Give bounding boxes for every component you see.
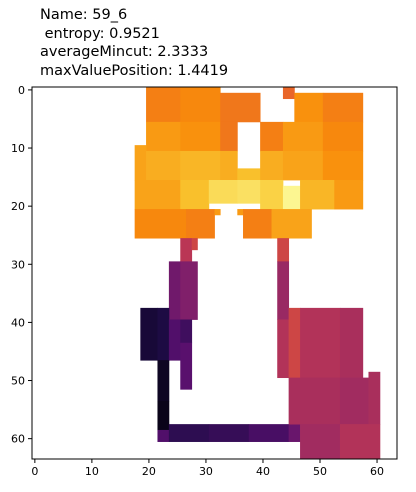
x-tick-label: 60 <box>370 465 384 478</box>
heatmap-cell <box>288 307 301 379</box>
figure-title: Name: 59_6 entropy: 0.9521 averageMincut… <box>40 6 228 80</box>
x-tick-label: 40 <box>256 465 270 478</box>
title-entropy-line: entropy: 0.9521 <box>40 25 160 42</box>
heatmap-cells <box>134 87 381 460</box>
heatmap-cell <box>146 150 181 181</box>
heatmap-cell <box>271 209 312 239</box>
heatmap-cell <box>180 87 221 123</box>
heatmap-cell <box>282 150 324 181</box>
heatmap-cell <box>157 400 170 431</box>
y-tick-label: 0 <box>18 84 25 97</box>
heatmap-cell <box>282 185 301 210</box>
heatmap-cell <box>322 92 364 123</box>
heatmap-cell <box>134 145 147 181</box>
heatmap-cell <box>214 209 221 216</box>
x-tick-label: 30 <box>199 465 213 478</box>
heatmap-cell <box>277 238 290 262</box>
heatmap-cell <box>180 121 221 152</box>
heatmap-cell <box>282 87 295 100</box>
heatmap-cell <box>288 424 301 442</box>
y-axis: 0 10 20 30 40 50 60 <box>11 84 32 446</box>
title-mincut-line: averageMincut: 2.3333 <box>40 44 209 60</box>
heatmap-cell <box>220 121 238 152</box>
heatmap-cell <box>208 180 238 204</box>
heatmap-cell <box>220 150 238 181</box>
y-tick-label: 30 <box>11 258 25 271</box>
y-tick-label: 10 <box>11 142 25 155</box>
heatmap-cell <box>185 209 215 239</box>
title-name-line: Name: 59_6 <box>40 7 128 23</box>
x-tick-label: 10 <box>85 465 99 478</box>
heatmap-cell <box>339 424 381 460</box>
x-tick-label: 50 <box>313 465 327 478</box>
heatmap-cell <box>168 319 181 361</box>
heatmap-cell <box>237 168 261 181</box>
heatmap-cell <box>220 92 261 123</box>
heatmap-cell <box>334 180 364 210</box>
heatmap-cell <box>168 424 210 442</box>
heatmap-cell <box>294 92 324 123</box>
heatmap-cell <box>180 319 193 344</box>
heatmap-cell <box>146 87 181 123</box>
y-tick-label: 40 <box>11 316 25 329</box>
x-axis: 0 10 20 30 40 50 60 <box>31 459 384 478</box>
heatmap-cell <box>168 261 181 320</box>
plot-frame <box>31 86 398 460</box>
heatmap-cell <box>277 261 290 320</box>
heatmap-cell <box>157 307 170 361</box>
heatmap-cell <box>300 424 341 460</box>
heatmap-cell <box>140 307 158 361</box>
heatmap-cell <box>157 429 170 442</box>
heatmap-cell <box>208 424 250 442</box>
x-tick-label: 0 <box>31 465 38 478</box>
heatmap-cell <box>282 121 324 152</box>
y-tick-label: 20 <box>11 200 25 213</box>
heatmap-cell <box>260 121 284 152</box>
heatmap-cell <box>134 209 187 239</box>
heatmap-cell <box>180 150 221 181</box>
heatmap-cell <box>322 121 364 152</box>
heatmap-cell <box>237 180 261 204</box>
heatmap-cell <box>339 377 369 425</box>
heatmap-cell <box>260 150 284 181</box>
title-maxvalue-line: maxValuePosition: 1.4419 <box>40 62 229 79</box>
heatmap-cell <box>339 307 364 379</box>
heatmap-cell <box>180 261 198 320</box>
heatmap-cell <box>191 238 198 251</box>
heatmap-cell <box>288 377 341 425</box>
heatmap-cell <box>260 180 284 210</box>
heatmap-cell <box>180 342 193 390</box>
x-tick-label: 20 <box>142 465 156 478</box>
heatmap-cell <box>322 150 364 181</box>
heatmap-cell <box>300 180 335 210</box>
heatmap-cell <box>180 180 210 210</box>
heatmap-cell <box>368 371 381 425</box>
heatmap-cell <box>157 360 170 402</box>
heatmap-cell <box>277 319 290 379</box>
heatmap-cell <box>248 424 290 442</box>
y-tick-label: 50 <box>11 375 25 388</box>
heatmap-cell <box>237 209 244 216</box>
heatmap-cell <box>300 307 341 379</box>
heatmap-cell <box>180 238 193 262</box>
heatmap-cell <box>134 180 181 210</box>
heatmap-cell <box>146 121 181 152</box>
y-tick-label: 60 <box>11 433 25 446</box>
heatmap-cell <box>243 209 272 239</box>
